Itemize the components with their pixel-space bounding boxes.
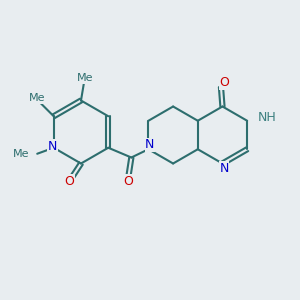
Text: Me: Me: [29, 93, 46, 103]
Text: O: O: [220, 76, 230, 89]
Text: N: N: [47, 140, 57, 153]
Text: N: N: [145, 138, 154, 151]
Text: O: O: [123, 175, 133, 188]
Text: Me: Me: [77, 73, 94, 83]
Text: Me: Me: [13, 149, 30, 159]
Text: N: N: [219, 161, 229, 175]
Text: NH: NH: [258, 111, 276, 124]
Text: O: O: [64, 175, 74, 188]
